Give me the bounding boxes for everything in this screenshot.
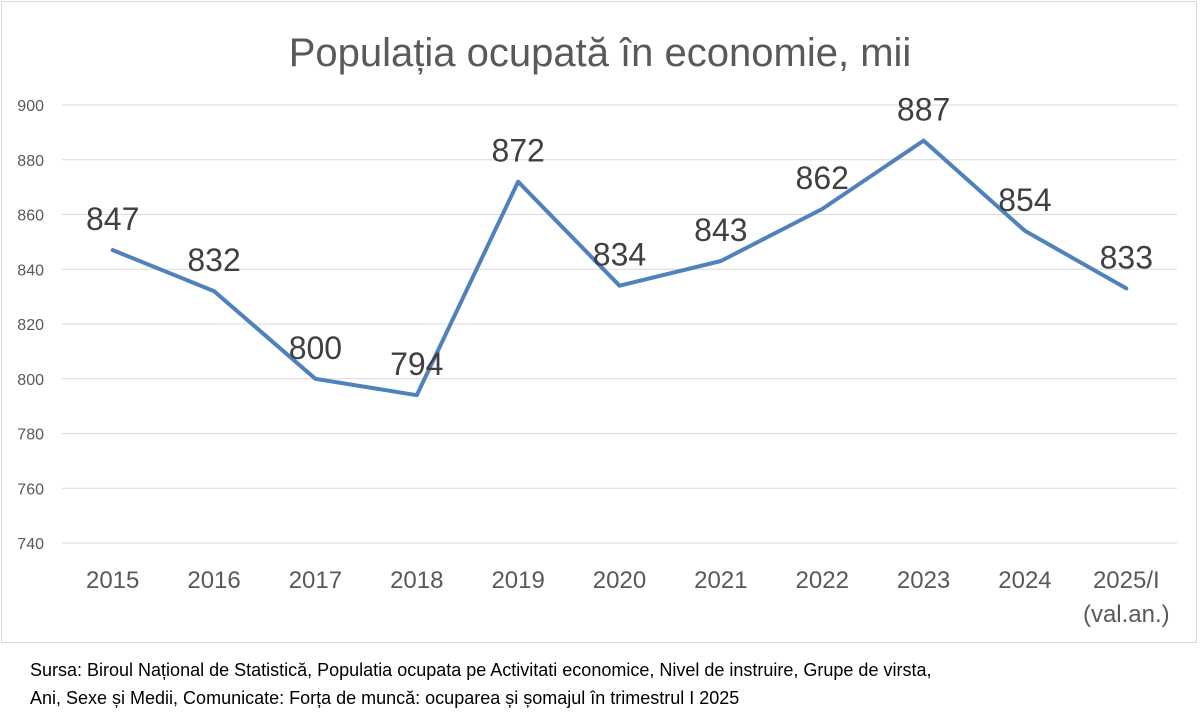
data-label: 834: [593, 237, 646, 273]
data-label: 800: [289, 330, 342, 366]
x-axis-tick-labels: 2015 2016 2017 2018 2019 2020 2021 2022 2023 2024…: [86, 567, 1170, 628]
y-tick-label: 900: [17, 98, 44, 115]
x-tick-label: 2018: [390, 567, 443, 594]
data-label: 832: [187, 242, 240, 278]
y-axis-tick-labels: 740 760 780 800 820 840 860 880 900: [17, 98, 44, 553]
data-label: 843: [694, 212, 747, 248]
gridlines: [62, 104, 1177, 544]
data-label: 794: [390, 346, 443, 382]
data-label: 833: [1100, 239, 1153, 275]
x-tick-label: 2016: [187, 567, 240, 594]
x-tick-label: 2017: [289, 567, 342, 594]
y-tick-label: 780: [17, 427, 44, 444]
x-tick-label: 2025/I (val.an.): [1083, 567, 1170, 628]
x-tick-label: 2023: [897, 567, 950, 594]
y-tick-label: 760: [17, 481, 44, 498]
data-label: 862: [796, 160, 849, 196]
data-label: 887: [897, 92, 950, 128]
x-tick-label: 2021: [694, 567, 747, 594]
series-line: [110, 138, 1129, 398]
x-tick-label: 2015: [86, 567, 139, 594]
x-tick-label: 2019: [491, 567, 544, 594]
data-label: 847: [86, 201, 139, 237]
y-tick-label: 880: [17, 153, 44, 170]
y-tick-label: 800: [17, 372, 44, 389]
line-chart: Populația ocupată în economie, mii 740 76…: [17, 31, 1177, 628]
chart-frame: Populația ocupată în economie, mii 740 76…: [1, 1, 1197, 643]
y-tick-label: 860: [17, 208, 44, 225]
chart-title: Populația ocupată în economie, mii: [289, 31, 912, 75]
y-tick-label: 820: [17, 317, 44, 334]
x-tick-label: 2020: [593, 567, 646, 594]
x-tick-label: 2024: [998, 567, 1051, 594]
y-tick-label: 840: [17, 262, 44, 279]
source-note: Sursa: Biroul Național de Statistică, Po…: [30, 656, 1190, 712]
data-label: 872: [491, 133, 544, 169]
y-tick-label: 740: [17, 536, 44, 553]
x-tick-label: 2022: [796, 567, 849, 594]
data-labels: 847 832 800 794 872 834 843 862 887 854 833: [86, 92, 1153, 383]
data-label: 854: [998, 182, 1051, 218]
source-line-2: Ani, Sexe și Medii, Comunicate: Forța de…: [30, 688, 740, 708]
source-line-1: Sursa: Biroul Național de Statistică, Po…: [30, 660, 932, 680]
series-line-layer: [110, 138, 1129, 398]
